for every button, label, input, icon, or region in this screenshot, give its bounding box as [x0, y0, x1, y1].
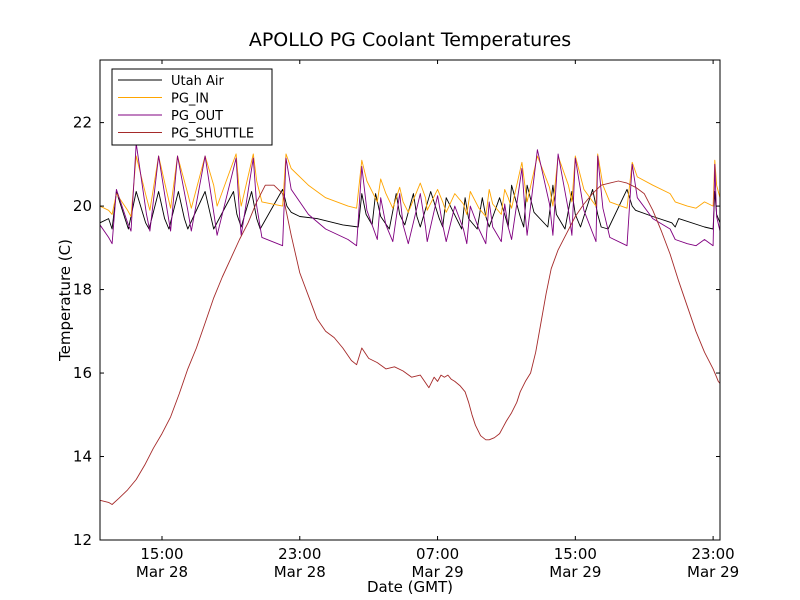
- y-tick-label: 14: [73, 448, 92, 466]
- x-tick-label-time: 15:00: [554, 545, 597, 563]
- series-line-pg-shuttle: [100, 180, 720, 505]
- legend: Utah Air PG_IN PG_OUT PG_SHUTTLE: [111, 68, 273, 146]
- x-tick-label-date: Mar 28: [136, 563, 188, 581]
- y-tick-label: 16: [73, 364, 92, 382]
- y-axis-label: Temperature (C): [56, 239, 74, 362]
- y-tick-label: 18: [73, 281, 92, 299]
- legend-label: PG_OUT: [171, 109, 223, 124]
- x-tick-label-time: 23:00: [278, 545, 321, 563]
- x-tick-label-date: Mar 29: [411, 563, 463, 581]
- y-tick-label: 20: [73, 197, 92, 215]
- chart-title: APOLLO PG Coolant Temperatures: [249, 29, 571, 51]
- plot-frame: [99, 59, 721, 541]
- legend-label: PG_IN: [171, 92, 209, 107]
- series-line-pg-out: [100, 143, 720, 247]
- x-tick-label-time: 23:00: [691, 545, 734, 563]
- x-tick-label-date: Mar 28: [274, 563, 326, 581]
- series-layer: [100, 143, 720, 505]
- y-tick-label: 12: [73, 531, 92, 549]
- x-axis-label: Date (GMT): [367, 578, 453, 596]
- x-tick-label-date: Mar 29: [549, 563, 601, 581]
- y-tick-label: 22: [73, 114, 92, 132]
- x-tick-label-date: Mar 29: [687, 563, 739, 581]
- legend-label: PG_SHUTTLE: [171, 127, 254, 142]
- x-tick-label-time: 15:00: [140, 545, 183, 563]
- legend-label: Utah Air: [171, 74, 224, 89]
- series-line-pg-in: [100, 153, 720, 217]
- x-tick-label-time: 07:00: [416, 545, 459, 563]
